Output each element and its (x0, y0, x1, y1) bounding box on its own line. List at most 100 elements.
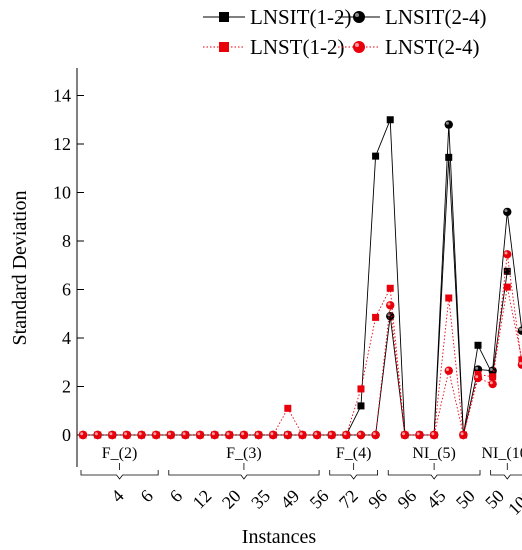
data-point (210, 430, 219, 440)
y-tick-label: 2 (62, 377, 71, 397)
data-point (356, 430, 366, 440)
data-point-highlight (402, 432, 406, 436)
data-point (459, 430, 468, 440)
group-label: F_(2) (102, 445, 138, 462)
data-point-highlight (211, 432, 215, 436)
series-line (83, 119, 508, 436)
data-point-highlight (475, 366, 479, 370)
x-tick-label: 49 (276, 486, 303, 513)
group-brace (387, 470, 481, 480)
series-3 (78, 250, 522, 440)
x-tick-label: 72 (335, 486, 362, 513)
legend-label-lnst-2-4: LNST(2-4) (385, 35, 479, 59)
data-point-highlight (519, 327, 522, 331)
data-point (239, 430, 249, 440)
data-point (268, 430, 278, 440)
y-tick-label: 12 (53, 134, 71, 154)
legend: LNSIT(1-2) LNSIT(2-4) LNST(1-2) LNST(2-4… (203, 5, 486, 59)
data-point-highlight (519, 361, 522, 365)
y-tick-label: 4 (62, 328, 71, 348)
data-point-highlight (504, 209, 508, 213)
legend-entry-lnsit-2-4: LNSIT(2-4) (338, 5, 486, 29)
data-point-highlight (255, 432, 259, 436)
group-brace (329, 470, 378, 480)
group-brace (80, 470, 159, 480)
data-point (122, 430, 132, 440)
data-point (489, 373, 497, 381)
x-tick-label: 6 (166, 486, 187, 507)
data-point (137, 430, 146, 440)
data-point (386, 301, 395, 310)
x-tick-label: 4 (107, 486, 128, 507)
data-point-highlight (445, 121, 449, 125)
data-point (108, 430, 117, 440)
x-tick-label: 50 (481, 486, 508, 513)
data-point (151, 430, 161, 440)
data-point-highlight (387, 302, 391, 306)
legend-label-lnst-1-2: LNST(1-2) (250, 35, 344, 59)
legend-entry-lnsit-1-2: LNSIT(1-2) (203, 5, 351, 29)
data-point (474, 341, 482, 349)
data-point (386, 284, 394, 292)
group-brace (490, 470, 522, 480)
data-point-highlight (358, 432, 362, 436)
data-point-highlight (153, 432, 157, 436)
data-point-highlight (167, 432, 171, 436)
y-axis-ticks: 0 2 4 6 8 10 12 14 (53, 86, 84, 445)
series-line (83, 286, 522, 436)
data-point (518, 356, 522, 364)
data-point (503, 250, 512, 259)
data-point (312, 430, 322, 440)
group-label: F_(3) (226, 445, 262, 462)
data-point-highlight (416, 432, 420, 436)
data-point-highlight (343, 432, 347, 436)
data-point (372, 152, 380, 160)
y-axis-title: Standard Deviation (9, 191, 31, 346)
x-tick-label: 6 (136, 486, 157, 507)
x-tick-label: 20 (218, 486, 245, 513)
data-point-highlight (109, 432, 113, 436)
data-point (503, 267, 511, 275)
data-point-highlight (80, 432, 84, 436)
data-point (298, 430, 307, 440)
data-point (225, 430, 234, 440)
data-point-highlight (475, 375, 479, 379)
series-layer (78, 116, 522, 440)
data-point-highlight (124, 432, 128, 436)
data-point (445, 153, 453, 161)
series-line (83, 124, 522, 436)
data-point (517, 326, 522, 335)
data-point (78, 430, 88, 440)
data-point (283, 430, 293, 440)
data-point-highlight (197, 432, 201, 436)
x-axis-title: Instances (242, 526, 317, 548)
data-point (357, 402, 365, 410)
x-tick-label: 50 (452, 486, 479, 513)
data-point-highlight (182, 432, 186, 436)
data-point-highlight (504, 251, 508, 255)
data-point (445, 294, 453, 302)
data-point-highlight (270, 432, 274, 436)
data-point-highlight (328, 432, 332, 436)
data-point (503, 283, 511, 291)
instance-groups: F_(2) F_(3) F_(4) NI_(5) NI_(10) (80, 445, 522, 480)
y-tick-label: 14 (53, 86, 71, 106)
y-tick-label: 10 (53, 183, 71, 203)
data-point-highlight (431, 432, 435, 436)
data-point-highlight (372, 432, 376, 436)
legend-entry-lnst-2-4: LNST(2-4) (338, 35, 479, 59)
data-point (400, 430, 410, 440)
data-point-highlight (285, 432, 289, 436)
data-point (93, 430, 102, 440)
x-tick-label: 100 (504, 486, 522, 519)
data-point (195, 430, 205, 440)
x-tick-label: 56 (306, 486, 333, 513)
data-point-highlight (94, 432, 98, 436)
data-point (327, 430, 336, 440)
data-point (166, 430, 175, 440)
y-tick-label: 6 (62, 280, 71, 300)
data-point-highlight (460, 432, 464, 436)
legend-label-lnsit-2-4: LNSIT(2-4) (385, 5, 486, 29)
data-point (372, 313, 380, 321)
